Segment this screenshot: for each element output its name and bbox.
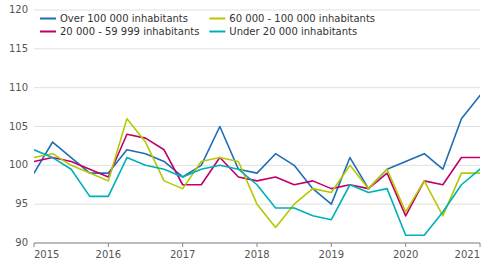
legend-label: 20 000 - 59 999 inhabitants	[60, 26, 199, 37]
plot-area	[34, 95, 480, 235]
legend-label: Over 100 000 inhabitants	[60, 13, 188, 24]
legend-item: Over 100 000 inhabitants	[40, 13, 188, 24]
y-tick-label: 95	[15, 198, 28, 209]
x-tick-label: 2018	[244, 249, 269, 260]
legend: Over 100 000 inhabitants 20 000 - 59 999 …	[40, 13, 375, 37]
x-tick	[331, 243, 332, 247]
series-line	[34, 119, 480, 228]
x-tick	[405, 243, 406, 247]
legend-swatch	[209, 31, 225, 33]
series-line	[34, 150, 480, 235]
y-tick-label: 105	[9, 121, 28, 132]
grid-line	[34, 126, 480, 127]
x-tick-label: 2016	[96, 249, 121, 260]
chart: 90 95 100 105 110 115 120 2015 2016 2017 2018 2019 2…	[0, 0, 494, 265]
x-tick-label: 2019	[319, 249, 344, 260]
grid-line	[34, 165, 480, 166]
legend-item: 60 000 - 100 000 inhabitants	[209, 13, 375, 24]
legend-label: Under 20 000 inhabitants	[229, 26, 357, 37]
x-tick	[480, 243, 481, 247]
y-tick-label: 110	[9, 82, 28, 93]
x-tick	[34, 243, 35, 247]
axes: 90 95 100 105 110 115 120 2015 2016 2017 2018 2019 2…	[9, 4, 480, 260]
x-tick-label: 2015	[34, 249, 59, 260]
legend-swatch	[209, 18, 225, 20]
legend-label: 60 000 - 100 000 inhabitants	[229, 13, 375, 24]
grid-line	[34, 87, 480, 88]
x-tick	[257, 243, 258, 247]
background	[0, 0, 494, 265]
x-tick-label: 2017	[170, 249, 195, 260]
x-tick	[108, 243, 109, 247]
series-line	[34, 95, 480, 204]
x-tick-label: 2020	[393, 249, 418, 260]
y-tick-label: 120	[9, 4, 28, 15]
y-tick-label: 100	[9, 159, 28, 170]
x-tick-label: 2021	[455, 249, 480, 260]
legend-swatch	[40, 18, 56, 20]
grid-line	[34, 48, 480, 49]
grid-line	[34, 10, 480, 11]
x-tick	[182, 243, 183, 247]
legend-item: Under 20 000 inhabitants	[209, 26, 357, 37]
y-tick-label: 90	[15, 237, 28, 248]
y-tick-label: 115	[9, 43, 28, 54]
legend-swatch	[40, 31, 56, 33]
legend-item: 20 000 - 59 999 inhabitants	[40, 26, 199, 37]
